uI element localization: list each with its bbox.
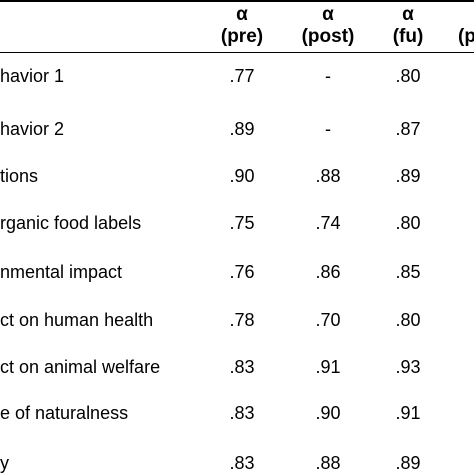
alpha-symbol: α: [402, 4, 414, 25]
cell-post: .74: [315, 213, 341, 233]
row-label: tions: [0, 166, 39, 186]
column-header-label: (fu): [392, 26, 424, 47]
cell-pre: .75: [229, 213, 255, 233]
cell-post: .91: [315, 357, 341, 377]
cell-post: .90: [315, 403, 341, 423]
column-header-pre: α (pre): [212, 4, 272, 48]
cell-pre: .78: [229, 310, 255, 330]
column-header-post: α (post): [293, 4, 363, 48]
alpha-symbol: [458, 4, 474, 26]
column-header-partial: (p: [458, 4, 474, 48]
cell-fu: .89: [395, 166, 421, 186]
cell-pre: .83: [229, 403, 255, 423]
row-label: nmental impact: [0, 262, 123, 282]
column-header-label: (p: [458, 26, 474, 47]
cell-fu: .89: [395, 453, 421, 473]
cell-pre: .83: [229, 357, 255, 377]
row-label: ct on animal welfare: [0, 357, 161, 377]
cell-fu: .93: [395, 357, 421, 377]
table-top-rule: [0, 0, 474, 2]
column-header-label: (post): [301, 26, 355, 47]
cell-post: .70: [315, 310, 341, 330]
cell-pre: .90: [229, 166, 255, 186]
row-label: rganic food labels: [0, 213, 142, 233]
cell-post: -: [325, 119, 331, 139]
cell-pre: .83: [229, 453, 255, 473]
cell-pre: .77: [229, 66, 255, 86]
row-label: e of naturalness: [0, 403, 129, 423]
cell-post: .88: [315, 166, 341, 186]
cell-post: -: [325, 66, 331, 86]
row-label: ct on human health: [0, 310, 154, 330]
row-label: havior 2: [0, 119, 65, 139]
alpha-symbol: α: [236, 4, 248, 25]
cell-fu: .80: [395, 213, 421, 233]
row-label: y: [0, 453, 9, 473]
header-rule: [0, 52, 474, 53]
cell-post: .86: [315, 262, 341, 282]
cell-fu: .80: [395, 66, 421, 86]
row-label: havior 1: [0, 66, 65, 86]
cell-fu: .85: [395, 262, 421, 282]
cell-post: .88: [315, 453, 341, 473]
column-header-fu: α (fu): [380, 4, 436, 48]
alpha-symbol: α: [322, 4, 334, 25]
cell-fu: .91: [395, 403, 421, 423]
cell-fu: .80: [395, 310, 421, 330]
column-header-label: (pre): [220, 26, 264, 47]
cell-fu: .87: [395, 119, 421, 139]
cell-pre: .76: [229, 262, 255, 282]
cell-pre: .89: [229, 119, 255, 139]
